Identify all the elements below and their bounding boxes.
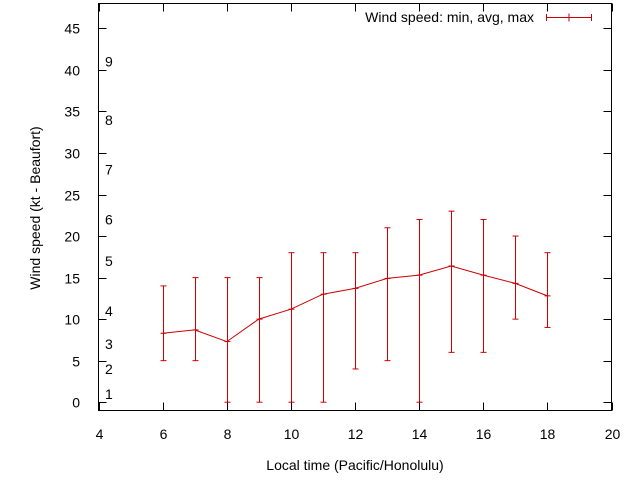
y-tick-label: 5	[72, 354, 80, 370]
x-tick-label: 10	[284, 426, 300, 442]
x-tick-label: 8	[224, 426, 232, 442]
y-axis-label: Wind speed (kt - Beaufort)	[27, 126, 43, 289]
y-tick-label: 0	[72, 395, 80, 411]
y-tick-label: 45	[64, 21, 80, 37]
plot-frame	[98, 3, 612, 411]
beaufort-label: 3	[105, 336, 113, 352]
beaufort-label: 2	[105, 361, 113, 377]
x-tick-label: 18	[540, 426, 556, 442]
beaufort-label: 6	[105, 211, 113, 227]
beaufort-label: 5	[105, 253, 113, 269]
y-tick-label: 35	[64, 104, 80, 120]
y-tick-label: 20	[64, 229, 80, 245]
y-tick-label: 10	[64, 312, 80, 328]
x-tick-label: 20	[605, 426, 621, 442]
x-tick-label: 14	[412, 426, 428, 442]
y-tick-label: 25	[64, 188, 80, 204]
y-tick-label: 40	[64, 63, 80, 79]
beaufort-label: 1	[105, 386, 113, 402]
series-layer	[160, 210, 551, 403]
x-tick-label: 6	[160, 426, 168, 442]
x-tick-label: 16	[476, 426, 492, 442]
beaufort-label: 8	[105, 112, 113, 128]
beaufort-label: 4	[105, 303, 113, 319]
x-tick-label: 12	[348, 426, 364, 442]
x-tick-label: 4	[96, 426, 104, 442]
x-axis-label: Local time (Pacific/Honolulu)	[266, 457, 443, 473]
legend-label: Wind speed: min, avg, max	[365, 9, 534, 25]
beaufort-label: 7	[105, 162, 113, 178]
y-tick-label: 15	[64, 271, 80, 287]
legend: Wind speed: min, avg, max	[365, 9, 592, 25]
beaufort-label: 9	[105, 54, 113, 70]
y-tick-label: 30	[64, 146, 80, 162]
